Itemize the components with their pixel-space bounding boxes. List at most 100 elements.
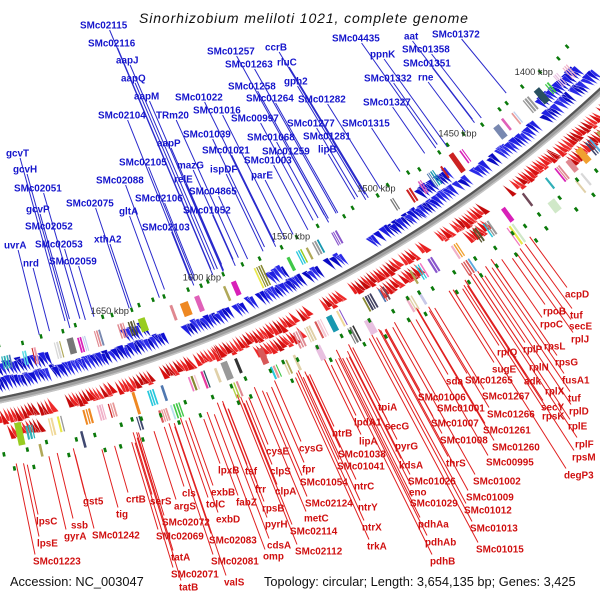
svg-text:ntrB: ntrB — [332, 429, 352, 440]
svg-text:SMc01282: SMc01282 — [298, 95, 346, 106]
svg-text:rplN: rplN — [529, 363, 549, 374]
svg-text:fabZ: fabZ — [236, 498, 257, 509]
svg-text:tuf: tuf — [570, 311, 583, 322]
svg-text:SMc02069: SMc02069 — [156, 532, 204, 543]
svg-text:aapM: aapM — [134, 92, 159, 103]
svg-text:nrd: nrd — [23, 259, 39, 270]
svg-text:SMc01001: SMc01001 — [437, 404, 485, 415]
svg-text:adk: adk — [524, 377, 542, 388]
svg-text:sda: sda — [446, 377, 464, 388]
svg-text:rplF: rplF — [575, 440, 594, 451]
svg-text:rplD: rplD — [569, 407, 589, 418]
svg-text:SMc02083: SMc02083 — [209, 536, 257, 547]
svg-text:acpD: acpD — [565, 290, 589, 301]
svg-text:secY: secY — [541, 403, 564, 414]
svg-text:gcvT: gcvT — [6, 149, 29, 160]
svg-text:ntrC: ntrC — [354, 482, 374, 493]
svg-text:lipA: lipA — [359, 437, 378, 448]
svg-text:SMc01260: SMc01260 — [492, 443, 540, 454]
svg-text:clpA: clpA — [275, 487, 296, 498]
svg-text:pyrH: pyrH — [265, 520, 288, 531]
svg-text:SMc01242: SMc01242 — [92, 531, 140, 542]
svg-text:SMc02071: SMc02071 — [171, 570, 219, 581]
svg-text:SMc01016: SMc01016 — [193, 106, 241, 117]
svg-text:Accession: NC_003047: Accession: NC_003047 — [10, 574, 144, 589]
svg-text:tpiA: tpiA — [378, 403, 397, 414]
svg-text:clpS: clpS — [270, 467, 291, 478]
svg-text:exbB: exbB — [211, 488, 235, 499]
svg-text:SMc01021: SMc01021 — [202, 146, 250, 157]
svg-text:valS: valS — [224, 578, 245, 589]
svg-text:ntrY: ntrY — [358, 503, 378, 514]
svg-text:kdsA: kdsA — [399, 461, 423, 472]
svg-text:lpdA1: lpdA1 — [354, 418, 382, 429]
svg-text:rpsB: rpsB — [262, 504, 285, 515]
svg-text:SMc01259: SMc01259 — [262, 147, 310, 158]
svg-text:argS: argS — [174, 502, 196, 513]
svg-text:SMc02114: SMc02114 — [290, 527, 338, 538]
svg-text:Topology: circular; Length: 3,: Topology: circular; Length: 3,654,135 bp… — [264, 574, 576, 589]
svg-text:SMc01257: SMc01257 — [207, 47, 255, 58]
svg-text:gcvH: gcvH — [13, 165, 37, 176]
svg-text:SMc01277: SMc01277 — [287, 119, 335, 130]
svg-text:gyrA: gyrA — [64, 532, 87, 543]
svg-text:cls: cls — [182, 489, 196, 500]
svg-text:ppnK: ppnK — [370, 50, 396, 61]
svg-text:TRm20: TRm20 — [156, 111, 189, 122]
svg-text:uvrA: uvrA — [4, 241, 27, 252]
svg-text:1400 kbp: 1400 kbp — [515, 67, 553, 77]
svg-text:cysE: cysE — [266, 447, 289, 458]
svg-text:parE: parE — [251, 171, 273, 182]
svg-text:SMc01012: SMc01012 — [464, 506, 512, 517]
svg-text:rplP: rplP — [523, 345, 543, 356]
svg-text:tolC: tolC — [206, 500, 225, 511]
svg-text:eno: eno — [409, 488, 427, 499]
svg-text:exbD: exbD — [216, 515, 240, 526]
svg-text:SMc01029: SMc01029 — [410, 499, 458, 510]
svg-text:aapP: aapP — [157, 139, 181, 150]
svg-text:SMc02124: SMc02124 — [305, 499, 353, 510]
svg-text:SMc02112: SMc02112 — [295, 547, 343, 558]
svg-text:fusA1: fusA1 — [562, 376, 590, 387]
svg-text:ntrX: ntrX — [362, 523, 382, 534]
svg-text:gltA: gltA — [119, 207, 138, 218]
svg-text:SMc02052: SMc02052 — [25, 222, 73, 233]
svg-text:mazG: mazG — [177, 161, 204, 172]
svg-text:tatB: tatB — [179, 583, 198, 594]
svg-text:SMc01009: SMc01009 — [466, 493, 514, 504]
svg-text:SMc02106: SMc02106 — [135, 194, 183, 205]
svg-text:SMc01265: SMc01265 — [465, 376, 513, 387]
svg-text:SMc01052: SMc01052 — [183, 206, 231, 217]
svg-text:lpsE: lpsE — [37, 539, 58, 550]
svg-text:trkA: trkA — [367, 542, 387, 553]
svg-text:SMc01263: SMc01263 — [225, 60, 273, 71]
svg-text:aapQ: aapQ — [121, 74, 146, 85]
svg-text:1550 kbp: 1550 kbp — [272, 231, 310, 241]
svg-text:SMc01351: SMc01351 — [403, 59, 451, 70]
svg-text:rpsM: rpsM — [572, 453, 596, 464]
svg-text:SMc01002: SMc01002 — [473, 477, 521, 488]
svg-text:secE: secE — [569, 322, 592, 333]
svg-text:rpsK: rpsK — [542, 412, 565, 423]
svg-text:SMc01332: SMc01332 — [364, 74, 412, 85]
svg-text:SMc04435: SMc04435 — [332, 34, 380, 45]
svg-text:tig: tig — [116, 510, 128, 521]
svg-text:serS: serS — [150, 497, 172, 508]
svg-text:SMc02104: SMc02104 — [98, 111, 146, 122]
svg-text:ccrB: ccrB — [265, 43, 287, 54]
svg-text:thrS: thrS — [446, 459, 466, 470]
svg-text:crtB: crtB — [126, 495, 146, 506]
svg-text:tuf: tuf — [568, 394, 581, 405]
svg-text:SMc01264: SMc01264 — [246, 94, 294, 105]
svg-text:secG: secG — [385, 422, 409, 433]
svg-text:SMc02059: SMc02059 — [49, 257, 97, 268]
svg-text:tatA: tatA — [171, 553, 190, 564]
svg-text:SMc01068: SMc01068 — [247, 133, 295, 144]
svg-text:rpoB: rpoB — [543, 307, 566, 318]
svg-text:lipB: lipB — [318, 145, 337, 156]
svg-text:SMc02051: SMc02051 — [14, 184, 62, 195]
svg-text:1450 kbp: 1450 kbp — [438, 128, 476, 138]
svg-text:SMc01327: SMc01327 — [363, 98, 411, 109]
svg-text:SMc02103: SMc02103 — [142, 223, 190, 234]
svg-text:SMc01281: SMc01281 — [303, 132, 351, 143]
